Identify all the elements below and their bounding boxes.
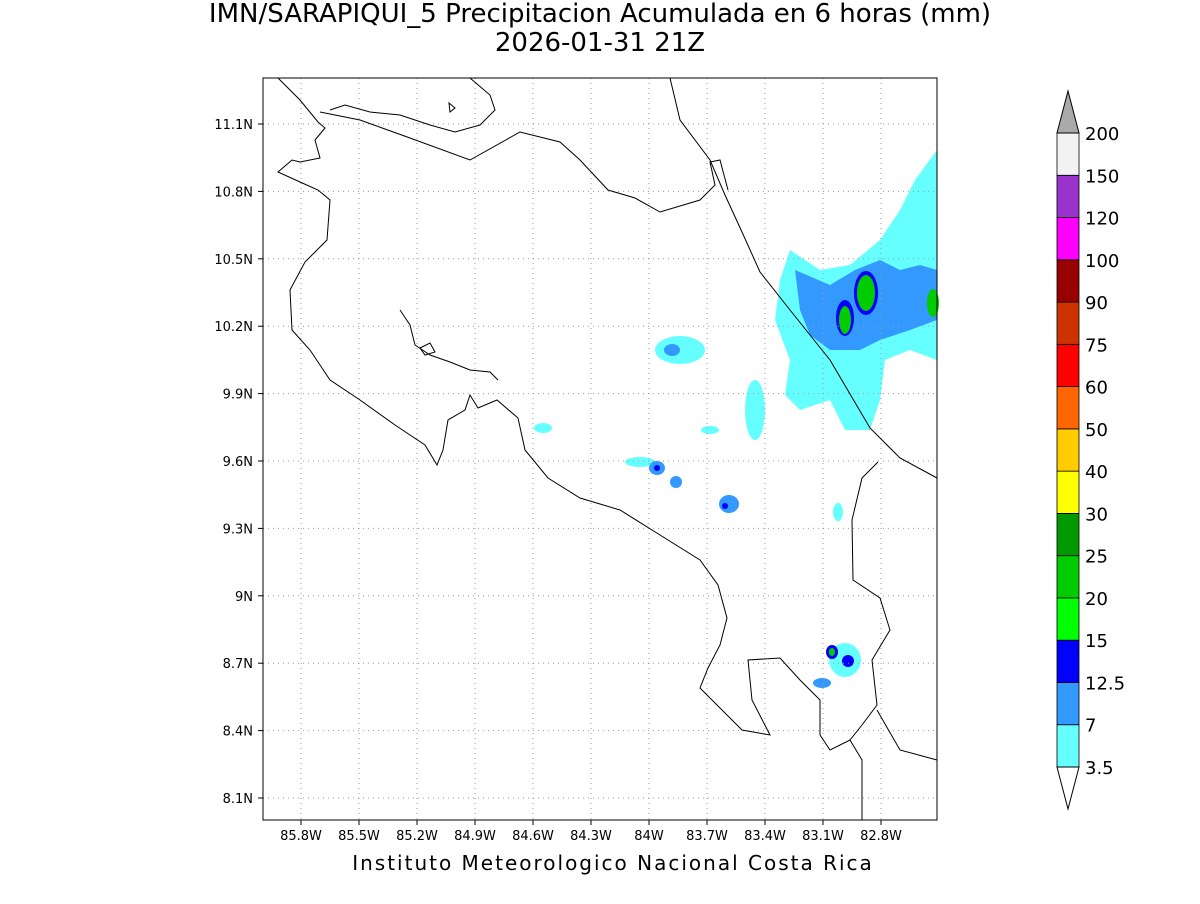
precip-area — [813, 678, 831, 688]
colorbar-segment — [1056, 386, 1080, 430]
precip-area — [842, 655, 854, 667]
lat-label: 10.2N — [214, 320, 253, 335]
plot-area — [258, 77, 939, 825]
lat-label: 8.1N — [223, 792, 253, 807]
colorbar-below — [1056, 766, 1080, 811]
coastline — [399, 309, 499, 381]
colorbar-segment — [1056, 301, 1080, 345]
colorbar: 3.5 7 12.5 15 20 25 30 40 50 60 75 90 100 120 150 200 — [1056, 89, 1125, 811]
lat-label: 8.4N — [223, 725, 253, 740]
colorbar-segment — [1056, 597, 1080, 641]
map-title: IMN/SARAPIQUI_5 Precipitacion Acumulada … — [209, 0, 991, 29]
precip-area — [534, 423, 552, 433]
colorbar-label: 75 — [1085, 335, 1108, 356]
colorbar-segment — [1056, 259, 1080, 303]
colorbar-label: 60 — [1085, 378, 1108, 399]
border — [319, 111, 729, 213]
lon-label: 84W — [634, 829, 664, 844]
precip-area — [927, 289, 939, 317]
precip-area — [664, 344, 680, 356]
colorbar-label: 90 — [1085, 293, 1108, 314]
coastline — [669, 77, 938, 479]
colorbar-label: 100 — [1085, 251, 1119, 272]
colorbar-segment — [1056, 343, 1080, 388]
island — [419, 342, 436, 356]
precip-area — [839, 306, 851, 334]
lat-label: 10.5N — [214, 253, 253, 268]
precip-area — [670, 476, 682, 488]
lon-label: 84.6W — [512, 829, 554, 844]
colorbar-label: 25 — [1085, 547, 1108, 568]
border — [849, 461, 891, 741]
colorbar-label: 150 — [1085, 166, 1119, 187]
colorbar-label: 3.5 — [1085, 758, 1114, 779]
colorbar-label: 15 — [1085, 631, 1108, 652]
lat-label: 8.7N — [223, 657, 253, 672]
colorbar-segment — [1056, 682, 1080, 726]
map-subtitle: 2026-01-31 21Z — [495, 28, 705, 58]
precip-area — [719, 495, 739, 513]
colorbar-segment — [1056, 217, 1080, 261]
lon-label: 82.8W — [860, 829, 902, 844]
lat-label: 10.8N — [214, 185, 253, 200]
colorbar-label: 30 — [1085, 504, 1108, 525]
precip-area — [654, 465, 660, 471]
coastline — [277, 77, 863, 820]
colorbar-segment — [1056, 174, 1080, 218]
colorbar-segment — [1056, 470, 1080, 514]
coastlines — [277, 77, 938, 820]
map-footer: Instituto Meteorologico Nacional Costa R… — [352, 851, 874, 875]
colorbar-label: 200 — [1085, 124, 1119, 145]
lat-label: 9.3N — [223, 522, 253, 537]
lon-label: 85.5W — [338, 829, 380, 844]
precip-area — [745, 380, 765, 440]
lat-label: 9.6N — [223, 455, 253, 470]
colorbar-label: 20 — [1085, 589, 1108, 610]
lon-label: 85.2W — [396, 829, 438, 844]
precip-area — [722, 503, 728, 509]
colorbar-segment — [1056, 555, 1080, 599]
lat-label: 9N — [235, 590, 253, 605]
precip-area — [829, 648, 835, 656]
colorbar-label: 40 — [1085, 462, 1108, 483]
lon-label: 83.1W — [802, 829, 844, 844]
lon-label: 85.8W — [280, 829, 322, 844]
lon-label: 84.3W — [570, 829, 612, 844]
precip-area — [833, 503, 843, 521]
colorbar-segment — [1056, 513, 1080, 557]
precip-area — [701, 426, 719, 434]
precip-area — [857, 275, 875, 311]
plot-frame — [262, 77, 938, 821]
colorbar-above — [1056, 89, 1080, 134]
colorbar-label: 12.5 — [1085, 673, 1125, 694]
colorbar-segment — [1056, 428, 1080, 472]
precipitation — [534, 150, 939, 688]
colorbar-segment — [1056, 132, 1080, 176]
lat-label: 11.1N — [214, 118, 253, 133]
colorbar-segment — [1056, 724, 1080, 768]
lon-label: 83.7W — [686, 829, 728, 844]
colorbar-label: 120 — [1085, 209, 1119, 230]
lat-label: 9.9N — [223, 388, 253, 403]
colorbar-label: 7 — [1085, 716, 1096, 737]
coastline — [876, 709, 938, 761]
coastline — [329, 77, 496, 133]
lon-label: 84.9W — [454, 829, 496, 844]
colorbar-label: 50 — [1085, 420, 1108, 441]
island — [448, 101, 456, 113]
precip-area — [625, 457, 655, 467]
colorbar-segment — [1056, 639, 1080, 683]
lon-label: 83.4W — [744, 829, 786, 844]
grid — [258, 78, 937, 825]
